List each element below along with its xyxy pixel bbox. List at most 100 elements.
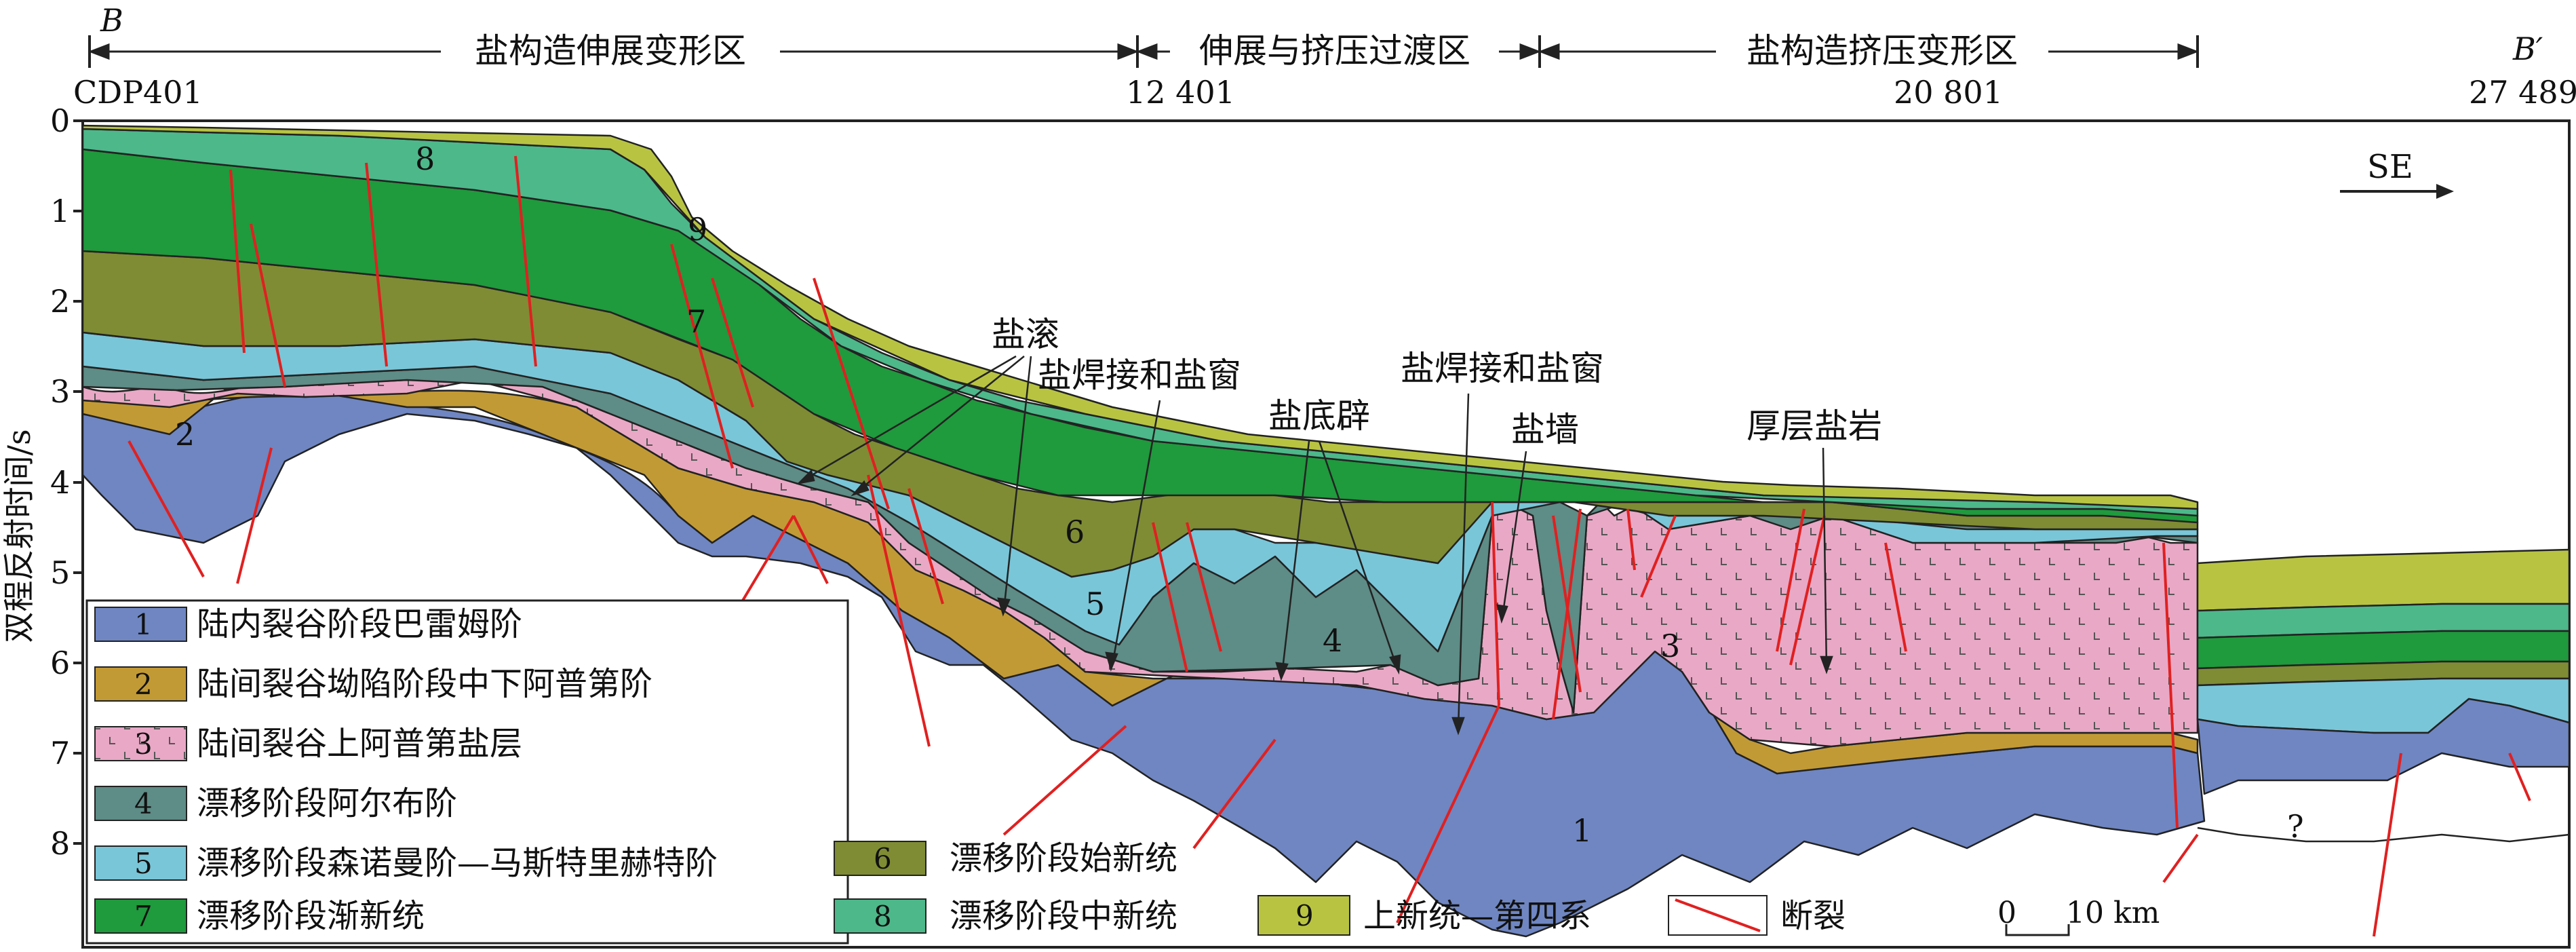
unit-number: ? — [2287, 808, 2304, 845]
fault-line — [1491, 501, 1500, 706]
header: B B′ 盐构造伸展变形区 伸展与挤压过渡区 盐构造挤压变形区 CDP401 1… — [73, 2, 2576, 111]
fault-line — [2508, 753, 2531, 801]
legend-frame — [85, 599, 849, 945]
unit-number: 7 — [686, 303, 706, 340]
right-block-basement-line — [2197, 826, 2570, 843]
fault-line — [1186, 522, 1222, 652]
unit-number: 3 — [1660, 628, 1680, 664]
annotation-salt-weld-window-2: 盐焊接和盐窗 — [1401, 349, 1604, 388]
zone-label-extension: 盐构造伸展变形区 — [475, 31, 746, 71]
y-axis: 0 1 2 3 4 5 6 7 8 双程反射时间/s — [1, 102, 2571, 949]
fault-symbol-icon — [1675, 898, 1761, 932]
fault-line — [1626, 508, 1636, 571]
legend-swatch-9 — [1257, 895, 1350, 936]
fault-line — [867, 474, 931, 747]
zone-arrow-transition — [1135, 43, 1542, 60]
fault-line — [670, 244, 734, 469]
fault-line — [711, 278, 754, 408]
fault-line — [1884, 542, 1907, 652]
legend-label-1: 陆内裂谷阶段巴雷姆阶 — [197, 605, 522, 643]
fault-line — [813, 278, 890, 510]
legend-label-5: 漂移阶段森诺曼阶—马斯特里赫特阶 — [197, 844, 718, 882]
fault-line — [1002, 725, 1127, 836]
legend-label-3: 陆间裂谷上阿普第盐层 — [197, 725, 522, 763]
direction-label: SE — [2367, 148, 2413, 186]
zone-label-transition: 伸展与挤压过渡区 — [1199, 31, 1470, 71]
zone-label-compression: 盐构造挤压变形区 — [1746, 31, 2018, 71]
y-tick-label: 0 — [50, 102, 70, 139]
unit-number: 8 — [415, 140, 435, 177]
fault-line — [2162, 833, 2199, 883]
scale-bar-line — [2005, 924, 2070, 936]
zone-arrow-compression — [1538, 43, 2200, 60]
fault-line — [908, 488, 944, 605]
legend-num-4: 4 — [134, 787, 153, 820]
annotation-salt-diapir: 盐底辟 — [1268, 396, 1370, 436]
direction-arrowhead-icon — [2436, 184, 2454, 199]
fault-line — [229, 169, 246, 354]
fault-line — [1776, 508, 1806, 652]
legend-swatch-1 — [94, 607, 187, 642]
y-tick-label: 8 — [50, 825, 70, 862]
scale-bar: 0 10 km — [1997, 896, 2160, 936]
cdp-label-start: CDP401 — [73, 74, 203, 111]
annotation-thick-salt: 厚层盐岩 — [1746, 406, 1882, 446]
fault-line — [2162, 542, 2179, 829]
plot-frame — [81, 119, 2571, 949]
fault-line — [1552, 508, 1582, 720]
legend-num-5: 5 — [134, 847, 153, 880]
fault-line — [365, 162, 388, 367]
fault-line — [2373, 753, 2402, 937]
legend-label-fault: 断裂 — [1780, 897, 1846, 935]
scale-label: 10 km — [2066, 896, 2160, 930]
legend-label-4: 漂移阶段阿尔布阶 — [197, 784, 457, 822]
fault-line — [514, 155, 537, 367]
fault-line — [792, 515, 829, 584]
section-start-letter: B — [100, 2, 123, 39]
legend-num-1: 1 — [134, 608, 153, 641]
legend-label-6: 漂移阶段始新统 — [950, 839, 1177, 877]
y-tick-label: 6 — [50, 645, 70, 681]
fault-line — [1152, 522, 1188, 672]
leader-lines — [796, 355, 1833, 736]
fault-line — [128, 440, 205, 577]
fault-line — [1192, 738, 1276, 850]
legend-swatch-7 — [94, 898, 187, 934]
right-block-layer-9 — [2196, 548, 2571, 612]
fault-line — [250, 223, 286, 387]
annotation-salt-roller: 盐滚 — [992, 315, 1059, 354]
zone-arrow-extension — [87, 43, 1139, 60]
legend-swatch-4 — [94, 786, 187, 821]
y-tick-label: 7 — [50, 735, 70, 772]
y-tick-label: 2 — [50, 283, 70, 320]
legend-swatch-8 — [834, 898, 926, 934]
y-tick-label: 4 — [50, 464, 70, 501]
legend-num-8: 8 — [874, 900, 892, 933]
fault-line — [1640, 515, 1677, 598]
y-tick-label: 3 — [50, 373, 70, 410]
direction-indicator: SE — [2340, 148, 2454, 199]
fault-line — [1789, 515, 1826, 666]
legend-swatch-3 — [94, 726, 187, 761]
unit-labels: 8 9 7 2 6 5 4 3 1 ? — [175, 140, 2304, 849]
unit-number: 1 — [1572, 812, 1592, 849]
unit-number: 6 — [1065, 514, 1085, 550]
legend-num-6: 6 — [874, 842, 892, 875]
fault-line — [1396, 705, 1500, 924]
unit-number: 5 — [1085, 586, 1105, 622]
annotations: 盐滚 盐焊接和盐窗 盐底辟 盐焊接和盐窗 盐墙 厚层盐岩 — [796, 315, 1882, 736]
layer-9-pliocene-quaternary — [81, 124, 2199, 510]
legend-label-9: 上新统—第四系 — [1363, 897, 1591, 935]
unit-number: 9 — [688, 211, 707, 248]
right-block-layer-1 — [2196, 698, 2571, 795]
unit-number: 2 — [175, 416, 195, 453]
cdp-label-2: 12 401 — [1126, 74, 1235, 111]
legend-label-8: 漂移阶段中新统 — [950, 897, 1177, 935]
fault-line — [236, 447, 273, 584]
legend: 1 陆内裂谷阶段巴雷姆阶 2 陆间裂谷坳陷阶段中下阿普第阶 3 陆间裂谷上阿普第… — [85, 599, 1846, 945]
section-end-letter: B′ — [2512, 31, 2543, 67]
faults — [128, 155, 2531, 937]
cdp-label-3: 20 801 — [1894, 74, 2003, 111]
cdp-label-end: 27 489 — [2469, 74, 2576, 111]
legend-num-3: 3 — [134, 727, 153, 761]
